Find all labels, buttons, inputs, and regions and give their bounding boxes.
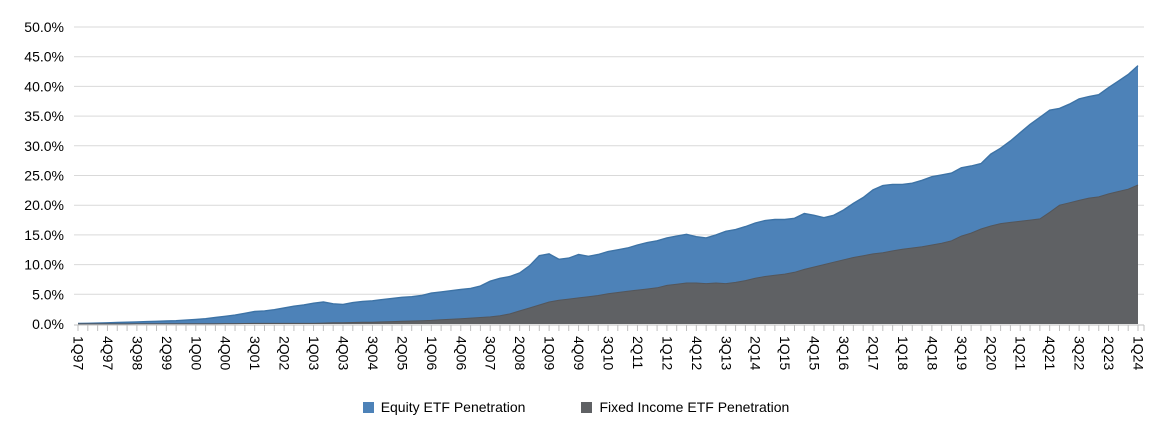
y-axis-tick-label: 35.0%	[24, 108, 64, 124]
legend-item-fixed-income[interactable]: Fixed Income ETF Penetration	[581, 399, 789, 415]
x-axis-tick-label: 1Q00	[188, 336, 204, 370]
x-axis-tick-label: 4Q00	[218, 336, 234, 370]
x-axis-tick-label: 4Q09	[571, 336, 587, 370]
x-axis-tick-label: 2Q14	[748, 336, 764, 370]
x-axis-tick-label: 1Q24	[1131, 336, 1147, 370]
y-axis-tick-label: 25.0%	[24, 168, 64, 184]
legend-label-equity: Equity ETF Penetration	[380, 399, 526, 415]
y-axis-tick-label: 30.0%	[24, 138, 64, 154]
x-axis-tick-label: 2Q02	[277, 336, 293, 370]
fixed-income-series-swatch-icon	[581, 401, 593, 413]
x-axis-tick-label: 4Q21	[1042, 336, 1058, 370]
x-axis-tick-label: 2Q08	[512, 336, 528, 370]
y-axis-tick-label: 15.0%	[24, 227, 64, 243]
legend-label-fixed-income: Fixed Income ETF Penetration	[599, 399, 790, 415]
x-axis-tick-label: 3Q07	[483, 336, 499, 370]
y-axis-tick-label: 45.0%	[24, 49, 64, 65]
x-axis-tick-label: 3Q13	[718, 336, 734, 370]
equity-series-swatch-icon	[362, 401, 374, 413]
x-axis-tick-label: 1Q06	[424, 336, 440, 370]
x-axis-tick-label: 1Q97	[71, 336, 87, 370]
x-axis-tick-label: 3Q16	[836, 336, 852, 370]
x-axis-tick-label: 1Q18	[895, 336, 911, 370]
equity-area-edge	[77, 65, 1139, 325]
y-axis-tick-label: 5.0%	[32, 286, 64, 302]
x-axis-tick-label: 4Q15	[807, 336, 823, 370]
x-axis-tick-label: 1Q21	[1013, 336, 1029, 370]
y-axis-tick-label: 10.0%	[24, 257, 64, 273]
x-axis-tick-label: 2Q11	[630, 336, 646, 369]
y-axis-tick-label: 20.0%	[24, 197, 64, 213]
chart-legend: Equity ETF Penetration Fixed Income ETF …	[0, 399, 1152, 415]
x-axis-tick-label: 4Q06	[453, 336, 469, 370]
x-axis-tick-label: 3Q22	[1072, 336, 1088, 370]
x-axis-tick-label: 2Q23	[1101, 336, 1117, 370]
x-axis-tick-label: 4Q12	[689, 336, 705, 370]
x-axis-tick-label: 3Q19	[954, 336, 970, 370]
x-axis-tick-label: 4Q18	[924, 336, 940, 370]
x-axis-tick-label: 3Q04	[365, 336, 381, 370]
x-axis-tick-label: 1Q03	[306, 336, 322, 370]
fixed-income-area	[78, 185, 1138, 324]
x-axis-tick-label: 3Q98	[129, 336, 145, 370]
x-axis-tick-label: 2Q20	[983, 336, 999, 370]
x-axis-tick-label: 1Q15	[777, 336, 793, 370]
x-axis-tick-label: 4Q03	[336, 336, 352, 370]
x-axis-tick-label: 2Q99	[159, 336, 175, 370]
y-axis-tick-label: 50.0%	[24, 19, 64, 35]
legend-item-equity[interactable]: Equity ETF Penetration	[362, 399, 526, 415]
x-axis-tick-label: 3Q10	[601, 336, 617, 370]
x-axis-tick-label: 1Q12	[659, 336, 675, 370]
fixed-income-area-edge	[78, 184, 1139, 325]
y-axis-tick-label: 40.0%	[24, 78, 64, 94]
x-axis-tick-label: 4Q97	[100, 336, 116, 370]
x-axis-tick-label: 3Q01	[247, 336, 263, 370]
x-axis-tick-label: 2Q05	[394, 336, 410, 370]
y-axis-tick-label: 0.0%	[32, 316, 64, 332]
x-axis-tick-label: 2Q17	[866, 336, 882, 370]
x-axis-tick-label: 1Q09	[542, 336, 558, 370]
